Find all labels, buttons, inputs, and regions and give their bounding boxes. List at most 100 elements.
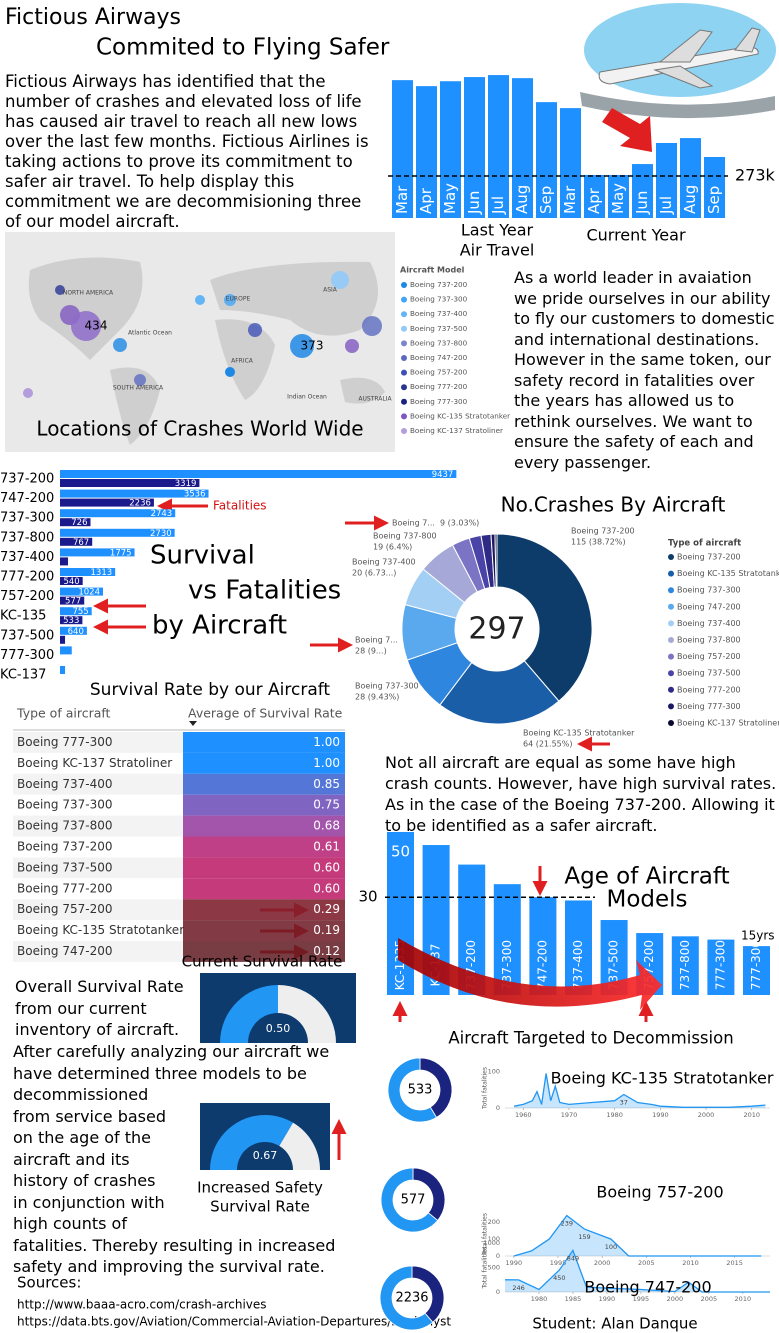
value-cell bbox=[183, 920, 345, 941]
region-label: AFRICA bbox=[231, 358, 254, 365]
x-tick-label: 2010 bbox=[743, 1111, 760, 1119]
value-label: 50 bbox=[391, 843, 410, 861]
bubble-label: 434 bbox=[85, 319, 108, 333]
x-tick-label: Apr bbox=[585, 187, 603, 214]
bar bbox=[60, 518, 91, 527]
legend-label: Boeing 737-800 bbox=[677, 636, 741, 645]
legend-label: Boeing 777-300 bbox=[677, 702, 741, 711]
legend-label: Boeing KC-137 Stratoliner bbox=[410, 426, 503, 435]
value-cell bbox=[183, 941, 345, 962]
bar bbox=[60, 635, 66, 644]
area bbox=[505, 1250, 770, 1292]
y-axis-title: Total fatalities bbox=[482, 1067, 489, 1110]
region-label: NORTH AMERICA bbox=[63, 290, 114, 297]
crash-bubble bbox=[23, 388, 33, 398]
y-tick-label: 747-200 bbox=[0, 491, 54, 506]
value-cell bbox=[183, 836, 345, 858]
slice-name: Boeing 737-800 bbox=[373, 532, 437, 541]
x-tick-label: 2010 bbox=[735, 1295, 752, 1303]
value-label: 755 bbox=[72, 607, 88, 617]
x-tick-label: 1985 bbox=[565, 1295, 582, 1303]
x-tick-label: 1990 bbox=[599, 1295, 616, 1303]
value-label: 849 bbox=[567, 1254, 579, 1262]
bar bbox=[440, 81, 461, 218]
x-tick-label: Apr bbox=[417, 187, 435, 214]
x-tick-label: 737-400 bbox=[571, 940, 585, 990]
slice-value: 19 (6.4%) bbox=[373, 543, 412, 552]
value-label: 1775 bbox=[110, 548, 132, 558]
value-cell bbox=[183, 857, 345, 879]
row-background bbox=[13, 752, 183, 774]
slice-name: Boeing 737-300 bbox=[355, 682, 419, 691]
legend-marker bbox=[668, 587, 674, 594]
x-tick-label: 1995 bbox=[550, 1259, 567, 1267]
value-label: 1024 bbox=[78, 588, 100, 598]
table-title: Survival Rate by our Aircraft bbox=[90, 680, 331, 700]
value-cell bbox=[183, 752, 345, 774]
value-label: 2743 bbox=[151, 509, 173, 519]
value-label: 0.29 bbox=[313, 902, 340, 916]
x-tick-label: 2000 bbox=[667, 1295, 684, 1303]
x-tick-label: 1960 bbox=[515, 1111, 532, 1119]
group-label: Last Year bbox=[461, 221, 534, 240]
map-title: Locations of Crashes World Wide bbox=[36, 417, 363, 441]
bubble-label: 373 bbox=[301, 339, 324, 353]
group-label: Air Travel bbox=[460, 241, 535, 260]
y-tick-label: 777-300 bbox=[0, 648, 54, 663]
area bbox=[514, 1073, 766, 1108]
x-tick-label: 2005 bbox=[638, 1259, 655, 1267]
y-tick-label: 0 bbox=[496, 1288, 500, 1296]
comparison-paragraph: Not all aircraft are equal as some have … bbox=[385, 753, 777, 835]
crash-bubble bbox=[113, 338, 127, 352]
donut-total: 297 bbox=[468, 612, 525, 647]
legend-marker bbox=[668, 653, 674, 660]
value-cell bbox=[183, 815, 345, 837]
x-tick-label: 777-300 bbox=[749, 940, 763, 990]
source-link: https://data.bts.gov/Aviation/Commercial… bbox=[17, 1315, 451, 1329]
donut-slice bbox=[387, 1057, 438, 1123]
line bbox=[513, 1214, 762, 1257]
value-label: 726 bbox=[71, 518, 87, 528]
slice-value: 28 (9...) bbox=[355, 647, 387, 656]
legend-marker bbox=[401, 340, 407, 347]
value-label: 1.00 bbox=[313, 735, 340, 749]
gauge-label: 0.67 bbox=[253, 1149, 278, 1162]
annotation: Aircraft Targeted to Decommission bbox=[448, 1029, 733, 1048]
land bbox=[28, 257, 143, 360]
legend-label: Boeing 737-800 bbox=[410, 338, 468, 347]
x-tick-label: Aug bbox=[681, 185, 699, 214]
y-tick-label: 0 bbox=[496, 1104, 500, 1112]
y-tick-label: 737-400 bbox=[0, 550, 54, 565]
chart-title: Boeing 747-200 bbox=[584, 1278, 711, 1297]
region-label: ASIA bbox=[323, 287, 338, 294]
slice-name: Boeing 7... bbox=[392, 519, 435, 528]
bar bbox=[60, 646, 72, 655]
donut-center: 2236 bbox=[395, 1291, 428, 1306]
crash-bubble bbox=[362, 316, 382, 336]
map-legend-title: Aircraft Model bbox=[400, 266, 465, 275]
x-tick-label: Mar bbox=[561, 185, 579, 214]
x-tick-label: Jul bbox=[657, 196, 675, 215]
row-label: Boeing 737-200 bbox=[17, 840, 112, 854]
legend-title: Type of aircraft bbox=[668, 539, 741, 549]
slice-value: 28 (9.43%) bbox=[355, 693, 399, 702]
row-label: Boeing 777-200 bbox=[17, 881, 112, 895]
crash-bubble bbox=[134, 374, 146, 386]
row-label: Boeing KC-137 Stratoliner bbox=[17, 756, 172, 770]
legend-marker bbox=[401, 325, 407, 332]
value-label: 0.75 bbox=[313, 798, 340, 812]
gauge-title: Current Survival Rate bbox=[182, 953, 343, 971]
bar bbox=[529, 897, 557, 995]
value-label: 640 bbox=[68, 627, 84, 637]
legend-marker bbox=[401, 369, 407, 376]
legend-marker bbox=[668, 570, 674, 577]
bar bbox=[60, 568, 116, 576]
row-background bbox=[13, 794, 183, 816]
column-header: Average of Survival Rate bbox=[188, 706, 343, 721]
region-label: Atlantic Ocean bbox=[128, 330, 172, 337]
x-tick-label: 2005 bbox=[701, 1295, 718, 1303]
legend-label: Boeing KC-137 Stratoliner bbox=[677, 719, 779, 728]
y-tick-label: 1000 bbox=[483, 1239, 500, 1247]
